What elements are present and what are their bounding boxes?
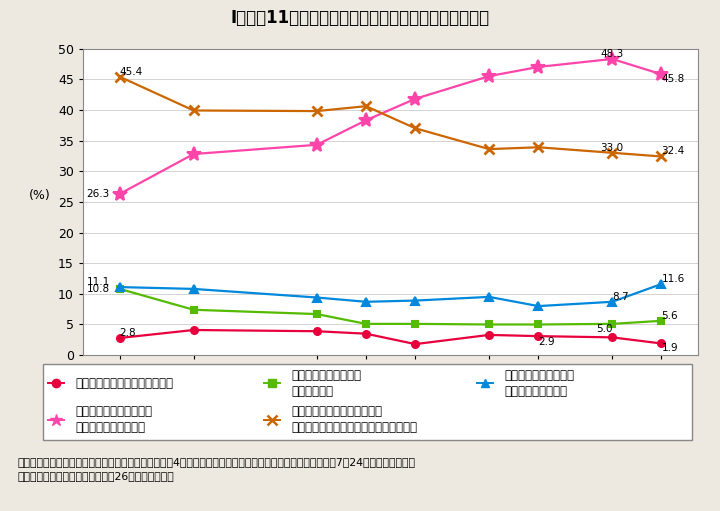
Text: 1.9: 1.9 xyxy=(662,343,678,354)
Text: 45.8: 45.8 xyxy=(662,74,685,84)
FancyBboxPatch shape xyxy=(43,364,691,440)
Text: 10.8: 10.8 xyxy=(87,284,110,294)
Text: 45.4: 45.4 xyxy=(120,67,143,77)
Text: 5.0: 5.0 xyxy=(595,324,612,335)
Text: 32.4: 32.4 xyxy=(662,147,685,156)
Text: 2.9: 2.9 xyxy=(539,337,555,347)
Text: 8.7: 8.7 xyxy=(612,292,629,302)
Text: （備考）内閣府「男女平等に関する世論調査」（平成4年），「男女共同参画社会に関する世論調査」（平成7～24年），「女性の活
躍推進に関する世論調査」（平成26年: （備考）内閣府「男女平等に関する世論調査」（平成4年），「男女共同参画社会に関す… xyxy=(18,457,416,481)
Text: 33.0: 33.0 xyxy=(600,143,624,153)
Text: 11.1: 11.1 xyxy=(86,277,110,287)
Text: 結婚するまでは職業を
もつ方がよい: 結婚するまでは職業を もつ方がよい xyxy=(292,369,362,398)
Text: I－特－11図　女性の就労に関する意識の変化（女性）: I－特－11図 女性の就労に関する意識の変化（女性） xyxy=(230,9,490,28)
Text: 子供ができたら職業をやめ，
大きくなったら再び職業をもつ方がよい: 子供ができたら職業をやめ， 大きくなったら再び職業をもつ方がよい xyxy=(292,405,418,434)
Text: 子供ができるまでは，
職業をもつ方がよい: 子供ができるまでは， 職業をもつ方がよい xyxy=(505,369,575,398)
Text: 48.3: 48.3 xyxy=(600,49,624,59)
Text: 26.3: 26.3 xyxy=(86,189,110,199)
Text: 11.6: 11.6 xyxy=(662,274,685,284)
Text: 子供ができても，ずっと
職業を続ける方がよい: 子供ができても，ずっと 職業を続ける方がよい xyxy=(76,405,153,434)
Text: 女性は職業をもたない方がよい: 女性は職業をもたない方がよい xyxy=(76,377,174,390)
Y-axis label: (%): (%) xyxy=(29,189,50,202)
Text: 5.6: 5.6 xyxy=(662,311,678,321)
Text: 2.8: 2.8 xyxy=(120,328,136,338)
